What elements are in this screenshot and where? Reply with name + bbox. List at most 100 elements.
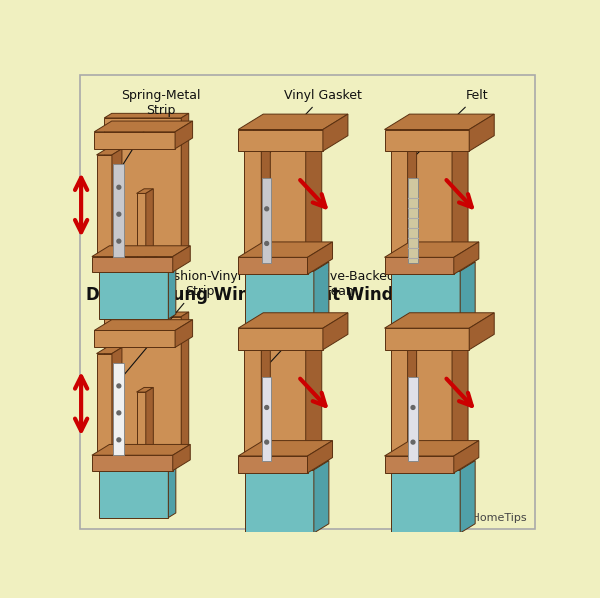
Polygon shape — [113, 363, 124, 455]
Polygon shape — [94, 320, 193, 331]
Polygon shape — [112, 149, 122, 263]
Polygon shape — [99, 264, 176, 269]
Polygon shape — [169, 463, 176, 518]
Polygon shape — [245, 470, 314, 533]
Polygon shape — [391, 344, 416, 350]
Polygon shape — [385, 114, 494, 130]
Polygon shape — [152, 256, 157, 286]
Polygon shape — [137, 189, 154, 193]
Polygon shape — [92, 257, 173, 272]
Circle shape — [117, 438, 121, 442]
Polygon shape — [92, 246, 190, 257]
Polygon shape — [146, 189, 154, 263]
Polygon shape — [244, 151, 262, 270]
Text: Double-Hung Windows: Double-Hung Windows — [86, 286, 298, 304]
Polygon shape — [181, 114, 189, 260]
Polygon shape — [314, 262, 329, 334]
Polygon shape — [238, 328, 323, 350]
Polygon shape — [253, 126, 306, 273]
Polygon shape — [245, 271, 314, 334]
Polygon shape — [253, 117, 322, 126]
Polygon shape — [460, 460, 475, 533]
Polygon shape — [306, 315, 322, 471]
Polygon shape — [391, 460, 475, 470]
Polygon shape — [460, 262, 475, 334]
Polygon shape — [244, 145, 271, 151]
Polygon shape — [385, 242, 479, 257]
Polygon shape — [104, 114, 189, 118]
Polygon shape — [385, 456, 454, 473]
Circle shape — [117, 411, 121, 415]
Text: Spring-Metal
Strip: Spring-Metal Strip — [109, 90, 201, 187]
Polygon shape — [385, 130, 469, 151]
Polygon shape — [94, 331, 175, 347]
Circle shape — [265, 207, 269, 210]
Polygon shape — [400, 315, 468, 325]
Circle shape — [411, 440, 415, 444]
Polygon shape — [385, 441, 479, 456]
Polygon shape — [146, 388, 154, 462]
Polygon shape — [137, 388, 154, 392]
Polygon shape — [454, 242, 479, 274]
Polygon shape — [97, 353, 112, 462]
Circle shape — [117, 212, 121, 216]
Polygon shape — [407, 145, 416, 270]
Polygon shape — [400, 117, 468, 126]
Polygon shape — [169, 264, 176, 319]
Polygon shape — [238, 257, 308, 274]
Polygon shape — [391, 350, 407, 469]
Polygon shape — [262, 344, 271, 469]
Polygon shape — [238, 441, 332, 456]
Polygon shape — [308, 242, 332, 274]
Polygon shape — [323, 313, 348, 350]
Polygon shape — [262, 145, 271, 270]
Polygon shape — [104, 312, 189, 316]
Polygon shape — [244, 344, 271, 350]
Text: Vinyl Gasket: Vinyl Gasket — [251, 90, 362, 172]
Polygon shape — [97, 149, 122, 155]
Text: Cushion-Vinyl
Strip: Cushion-Vinyl Strip — [123, 270, 242, 376]
Polygon shape — [385, 257, 454, 274]
Polygon shape — [175, 320, 193, 347]
Polygon shape — [391, 470, 460, 533]
Polygon shape — [253, 315, 322, 325]
Polygon shape — [238, 313, 348, 328]
Polygon shape — [454, 441, 479, 473]
Polygon shape — [409, 178, 418, 263]
Circle shape — [117, 239, 121, 243]
Polygon shape — [385, 328, 469, 350]
Polygon shape — [152, 454, 157, 484]
Polygon shape — [262, 377, 271, 462]
Polygon shape — [262, 178, 271, 263]
Polygon shape — [92, 444, 190, 455]
Circle shape — [265, 405, 269, 410]
Circle shape — [265, 242, 269, 245]
Polygon shape — [400, 126, 452, 273]
Polygon shape — [469, 313, 494, 350]
Polygon shape — [99, 468, 169, 518]
Polygon shape — [314, 460, 329, 533]
Polygon shape — [245, 262, 329, 271]
Polygon shape — [97, 155, 112, 263]
Polygon shape — [173, 444, 190, 471]
Polygon shape — [469, 114, 494, 151]
Polygon shape — [99, 463, 176, 468]
Polygon shape — [452, 315, 468, 471]
Polygon shape — [407, 344, 416, 469]
Polygon shape — [97, 347, 122, 353]
Polygon shape — [238, 242, 332, 257]
Polygon shape — [143, 256, 157, 259]
Polygon shape — [173, 246, 190, 272]
Polygon shape — [99, 269, 169, 319]
Polygon shape — [400, 325, 452, 471]
Polygon shape — [253, 325, 306, 471]
Polygon shape — [452, 117, 468, 273]
Circle shape — [265, 440, 269, 444]
Polygon shape — [137, 193, 146, 263]
Polygon shape — [112, 347, 122, 462]
Polygon shape — [143, 259, 152, 286]
Polygon shape — [143, 454, 157, 457]
Polygon shape — [385, 313, 494, 328]
Polygon shape — [175, 121, 193, 149]
Polygon shape — [104, 316, 181, 459]
